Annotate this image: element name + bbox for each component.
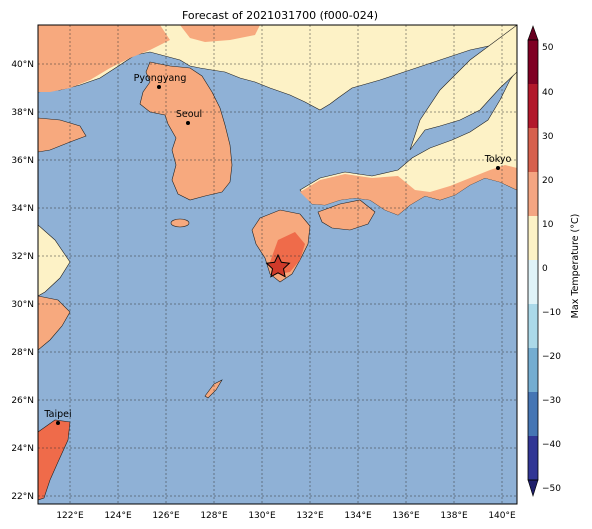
colorbar-tick-label: 50 bbox=[542, 43, 554, 53]
city-label: Pyongyang bbox=[134, 73, 187, 84]
longitude-labels: 122°E 124°E 126°E 128°E 130°E 132°E 134°… bbox=[56, 511, 516, 521]
city-label: Seoul bbox=[176, 109, 202, 120]
city-label: Tokyo bbox=[484, 154, 512, 165]
city-dot bbox=[56, 421, 60, 425]
colorbar-segment bbox=[528, 84, 538, 128]
city-taipei: Taipei bbox=[43, 409, 72, 425]
colorbar-segment bbox=[528, 436, 538, 480]
land-taiwan bbox=[38, 419, 71, 501]
lon-tick-label: 124°E bbox=[104, 511, 132, 521]
figure-title: Forecast of 2021031700 (f000-024) bbox=[182, 9, 378, 22]
land-korea bbox=[139, 61, 233, 201]
lon-tick-label: 138°E bbox=[440, 511, 468, 521]
lat-tick-label: 32°N bbox=[11, 252, 34, 262]
colorbar-top-arrow bbox=[527, 25, 539, 41]
colorbar: 50 40 30 20 10 0 −10 −20 −30 −40 −50 Max… bbox=[527, 25, 581, 498]
lat-tick-label: 26°N bbox=[11, 396, 34, 406]
colorbar-segment bbox=[528, 304, 538, 348]
colorbar-tick-label: −50 bbox=[542, 484, 561, 494]
land-china-south bbox=[38, 295, 71, 351]
colorbar-label: Max Temperature (°C) bbox=[570, 214, 581, 319]
latitude-labels: 22°N 24°N 26°N 28°N 30°N 32°N 34°N 36°N … bbox=[11, 60, 34, 502]
lon-tick-label: 140°E bbox=[488, 511, 516, 521]
colorbar-segment bbox=[528, 172, 538, 216]
lat-tick-label: 24°N bbox=[11, 444, 34, 454]
colorbar-segment bbox=[528, 40, 538, 84]
land-okinawa bbox=[204, 379, 223, 399]
land-north-china bbox=[38, 25, 517, 111]
lon-tick-label: 130°E bbox=[248, 511, 276, 521]
colorbar-tick-label: −20 bbox=[542, 352, 561, 362]
lat-tick-label: 36°N bbox=[11, 156, 34, 166]
lat-tick-label: 28°N bbox=[11, 348, 34, 358]
map-frame bbox=[37, 24, 518, 505]
land-north-japan bbox=[409, 25, 517, 151]
colorbar-tick-label: −30 bbox=[542, 396, 561, 406]
lon-tick-label: 122°E bbox=[56, 511, 84, 521]
colorbar-segment bbox=[528, 260, 538, 304]
land-north-warm-2 bbox=[180, 25, 260, 42]
lat-tick-label: 40°N bbox=[11, 60, 34, 70]
colorbar-frame bbox=[527, 39, 539, 481]
land-honshu-warm bbox=[300, 165, 517, 215]
lon-tick-label: 134°E bbox=[344, 511, 372, 521]
land-shikoku bbox=[317, 199, 376, 231]
city-seoul: Seoul bbox=[176, 109, 202, 125]
city-tokyo: Tokyo bbox=[484, 154, 512, 170]
lat-tick-label: 38°N bbox=[11, 108, 34, 118]
colorbar-tick-label: 40 bbox=[542, 88, 554, 98]
lon-tick-label: 126°E bbox=[152, 511, 180, 521]
colorbar-segment bbox=[528, 216, 538, 260]
colorbar-segment bbox=[528, 392, 538, 436]
city-label: Taipei bbox=[43, 409, 71, 420]
city-dot bbox=[157, 85, 161, 89]
land-shandong bbox=[38, 117, 87, 153]
colorbar-tick-label: 30 bbox=[542, 132, 554, 142]
colorbar-tick-label: 20 bbox=[542, 176, 554, 186]
land-china-mid bbox=[38, 224, 71, 297]
colorbar-segment bbox=[528, 348, 538, 392]
land-jeju bbox=[170, 218, 190, 228]
city-pyongyang: Pyongyang bbox=[134, 73, 187, 89]
colorbar-tick-label: −40 bbox=[542, 440, 561, 450]
land-north-warm bbox=[38, 25, 170, 92]
colorbar-tick-label: 10 bbox=[542, 220, 554, 230]
lat-tick-label: 30°N bbox=[11, 300, 34, 310]
colorbar-ticks: 50 40 30 20 10 0 −10 −20 −30 −40 −50 bbox=[542, 43, 561, 494]
city-dot bbox=[186, 121, 190, 125]
lon-tick-label: 132°E bbox=[296, 511, 324, 521]
city-dot bbox=[496, 166, 500, 170]
colorbar-tick-label: −10 bbox=[542, 308, 561, 318]
colorbar-tick-label: 0 bbox=[542, 264, 548, 274]
lon-tick-label: 128°E bbox=[200, 511, 228, 521]
colorbar-segment bbox=[528, 128, 538, 172]
colorbar-bottom-arrow bbox=[527, 479, 539, 498]
lon-tick-label: 136°E bbox=[392, 511, 420, 521]
lat-tick-label: 22°N bbox=[11, 492, 34, 502]
location-star-icon bbox=[265, 253, 291, 278]
map-panel: Pyongyang Seoul Tokyo Taipei bbox=[38, 25, 517, 504]
lat-tick-label: 34°N bbox=[11, 204, 34, 214]
